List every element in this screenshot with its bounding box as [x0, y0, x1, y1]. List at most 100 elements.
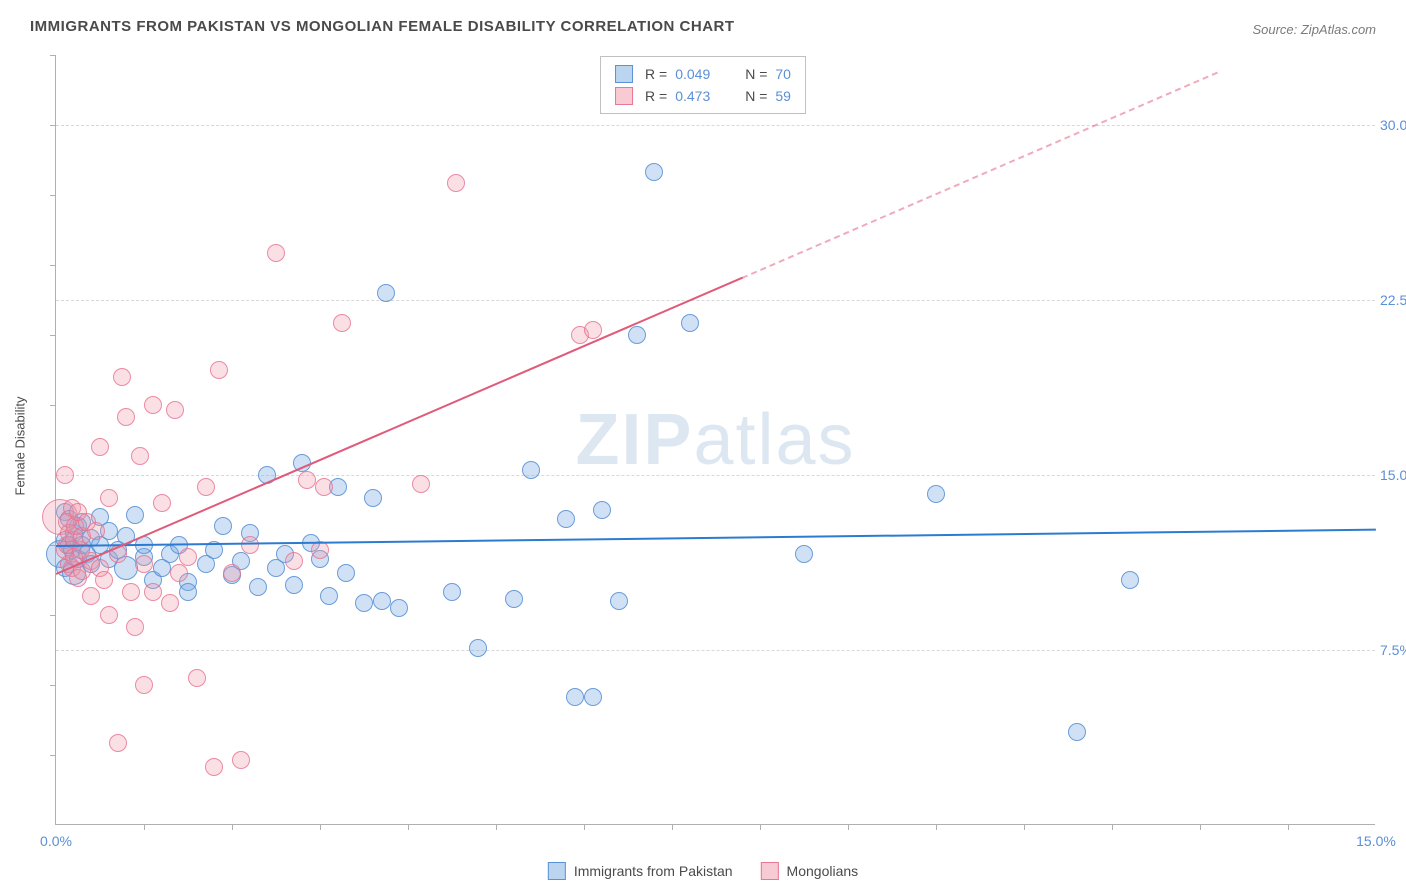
- legend-label-blue: Immigrants from Pakistan: [574, 863, 733, 879]
- xtick-mark: [144, 824, 145, 830]
- data-point: [584, 321, 602, 339]
- data-point: [364, 489, 382, 507]
- n-label: N =: [745, 88, 767, 104]
- data-point: [135, 676, 153, 694]
- xtick-mark: [672, 824, 673, 830]
- watermark: ZIPatlas: [575, 399, 855, 481]
- xtick-mark: [848, 824, 849, 830]
- data-point: [390, 599, 408, 617]
- swatch-pink-icon: [761, 862, 779, 880]
- legend-series: Immigrants from Pakistan Mongolians: [548, 862, 858, 880]
- data-point: [505, 590, 523, 608]
- xtick-mark: [1200, 824, 1201, 830]
- data-point: [645, 163, 663, 181]
- data-point: [584, 688, 602, 706]
- data-point: [241, 536, 259, 554]
- data-point: [100, 489, 118, 507]
- data-point: [566, 688, 584, 706]
- data-point: [56, 466, 74, 484]
- ytick-mark: [50, 755, 56, 756]
- data-point: [82, 587, 100, 605]
- gridline: [56, 300, 1375, 301]
- legend-row-pink: R = 0.473 N = 59: [615, 85, 791, 107]
- data-point: [320, 587, 338, 605]
- watermark-bold: ZIP: [575, 400, 693, 480]
- legend-item-blue: Immigrants from Pakistan: [548, 862, 733, 880]
- data-point: [285, 576, 303, 594]
- data-point: [795, 545, 813, 563]
- watermark-light: atlas: [693, 400, 855, 480]
- data-point: [315, 478, 333, 496]
- data-point: [232, 751, 250, 769]
- plot-area: ZIPatlas 7.5%15.0%22.5%30.0%0.0%15.0%: [55, 55, 1375, 825]
- xtick-mark: [408, 824, 409, 830]
- data-point: [557, 510, 575, 528]
- data-point: [522, 461, 540, 479]
- ytick-mark: [50, 405, 56, 406]
- data-point: [927, 485, 945, 503]
- data-point: [179, 548, 197, 566]
- data-point: [126, 618, 144, 636]
- data-point: [1068, 723, 1086, 741]
- xtick-label: 15.0%: [1356, 833, 1396, 849]
- swatch-pink-icon: [615, 87, 633, 105]
- data-point: [298, 471, 316, 489]
- xtick-mark: [584, 824, 585, 830]
- data-point: [188, 669, 206, 687]
- data-point: [267, 244, 285, 262]
- r-label: R =: [645, 66, 667, 82]
- xtick-mark: [232, 824, 233, 830]
- legend-row-blue: R = 0.049 N = 70: [615, 63, 791, 85]
- ytick-label: 15.0%: [1380, 467, 1406, 483]
- data-point: [443, 583, 461, 601]
- data-point: [337, 564, 355, 582]
- ytick-label: 22.5%: [1380, 292, 1406, 308]
- chart-title: IMMIGRANTS FROM PAKISTAN VS MONGOLIAN FE…: [30, 18, 735, 35]
- xtick-mark: [1288, 824, 1289, 830]
- data-point: [210, 361, 228, 379]
- data-point: [161, 594, 179, 612]
- legend-correlation: R = 0.049 N = 70 R = 0.473 N = 59: [600, 56, 806, 114]
- xtick-mark: [936, 824, 937, 830]
- data-point: [100, 606, 118, 624]
- data-point: [681, 314, 699, 332]
- data-point: [95, 571, 113, 589]
- data-point: [249, 578, 267, 596]
- source-attribution: Source: ZipAtlas.com: [1252, 22, 1376, 37]
- ytick-mark: [50, 685, 56, 686]
- ytick-mark: [50, 195, 56, 196]
- data-point: [109, 734, 127, 752]
- data-point: [179, 583, 197, 601]
- xtick-label: 0.0%: [40, 833, 72, 849]
- data-point: [214, 517, 232, 535]
- data-point: [223, 564, 241, 582]
- xtick-mark: [760, 824, 761, 830]
- ytick-mark: [50, 615, 56, 616]
- chart-container: IMMIGRANTS FROM PAKISTAN VS MONGOLIAN FE…: [0, 0, 1406, 892]
- ytick-mark: [50, 265, 56, 266]
- legend-item-pink: Mongolians: [761, 862, 859, 880]
- data-point: [593, 501, 611, 519]
- xtick-mark: [320, 824, 321, 830]
- data-point: [447, 174, 465, 192]
- data-point: [87, 522, 105, 540]
- data-point: [355, 594, 373, 612]
- data-point: [170, 564, 188, 582]
- legend-label-pink: Mongolians: [787, 863, 859, 879]
- swatch-blue-icon: [615, 65, 633, 83]
- gridline: [56, 475, 1375, 476]
- gridline: [56, 125, 1375, 126]
- data-point: [333, 314, 351, 332]
- swatch-blue-icon: [548, 862, 566, 880]
- data-point: [628, 326, 646, 344]
- r-value-blue: 0.049: [675, 66, 725, 82]
- data-point: [469, 639, 487, 657]
- data-point: [153, 494, 171, 512]
- trendline: [742, 71, 1218, 278]
- data-point: [285, 552, 303, 570]
- data-point: [377, 284, 395, 302]
- gridline: [56, 650, 1375, 651]
- n-label: N =: [745, 66, 767, 82]
- data-point: [117, 408, 135, 426]
- n-value-pink: 59: [775, 88, 791, 104]
